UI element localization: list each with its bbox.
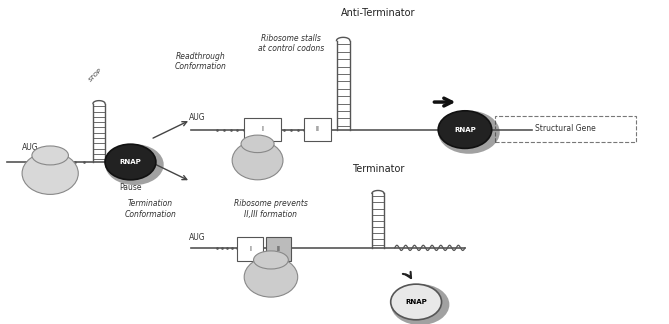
Bar bbox=[237, 237, 263, 261]
Ellipse shape bbox=[32, 146, 68, 165]
Ellipse shape bbox=[438, 111, 492, 148]
Bar bbox=[266, 237, 291, 261]
Ellipse shape bbox=[105, 144, 164, 185]
Ellipse shape bbox=[391, 284, 450, 324]
Bar bbox=[244, 118, 281, 141]
Text: Terminator: Terminator bbox=[352, 164, 404, 174]
Bar bbox=[304, 118, 331, 141]
Text: RNAP: RNAP bbox=[454, 127, 476, 133]
Text: Termination
Conformation: Termination Conformation bbox=[124, 199, 177, 219]
Text: I: I bbox=[262, 126, 264, 132]
Text: Anti-Terminator: Anti-Terminator bbox=[341, 8, 415, 18]
Ellipse shape bbox=[391, 284, 442, 320]
Text: Readthrough
Conformation: Readthrough Conformation bbox=[175, 52, 227, 71]
Ellipse shape bbox=[244, 257, 298, 297]
Text: I: I bbox=[250, 246, 251, 252]
Text: RNAP: RNAP bbox=[120, 159, 141, 165]
Text: STOP: STOP bbox=[88, 67, 104, 83]
Ellipse shape bbox=[105, 144, 156, 180]
Text: Ribosome prevents
II,III formation: Ribosome prevents II,III formation bbox=[234, 199, 308, 219]
Text: AUG: AUG bbox=[189, 112, 205, 122]
Ellipse shape bbox=[254, 251, 288, 269]
Ellipse shape bbox=[438, 110, 500, 154]
Text: Structural Gene: Structural Gene bbox=[535, 124, 595, 133]
Text: Pause: Pause bbox=[119, 183, 142, 192]
Text: II: II bbox=[316, 126, 320, 132]
Text: RNAP: RNAP bbox=[405, 299, 427, 305]
Ellipse shape bbox=[22, 152, 78, 194]
Ellipse shape bbox=[232, 141, 283, 180]
Text: AUG: AUG bbox=[22, 143, 38, 152]
Text: II: II bbox=[276, 246, 280, 252]
Bar bbox=[495, 116, 636, 142]
Ellipse shape bbox=[241, 135, 274, 153]
Text: Ribosome stalls
at control codons: Ribosome stalls at control codons bbox=[258, 34, 324, 53]
Text: AUG: AUG bbox=[189, 233, 205, 242]
